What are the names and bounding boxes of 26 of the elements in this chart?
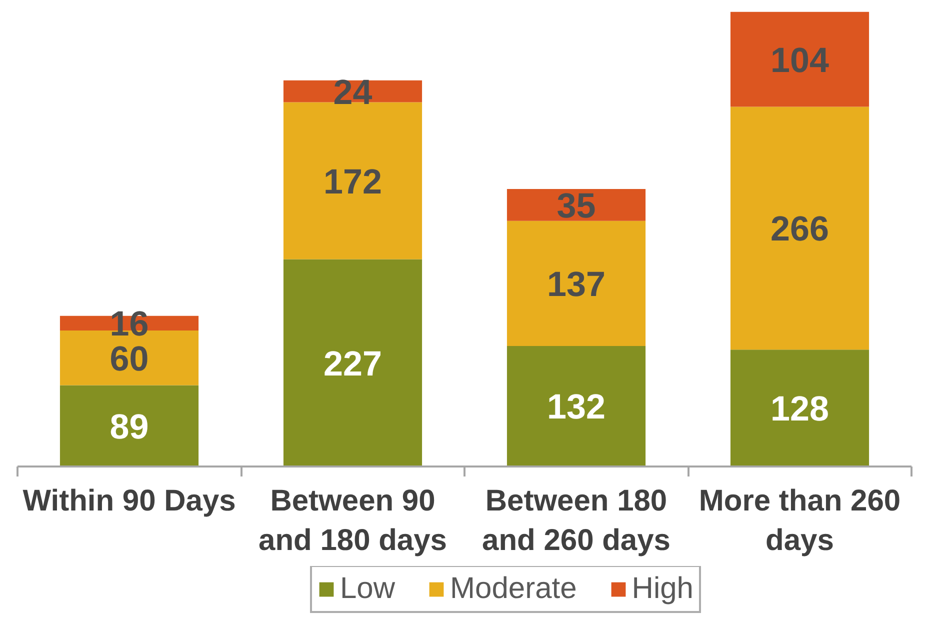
- data-label: 227: [324, 344, 382, 384]
- bar: [60, 385, 199, 466]
- data-label: 104: [770, 40, 830, 80]
- data-label: 137: [547, 264, 606, 304]
- data-label: 60: [110, 339, 149, 378]
- data-label: 128: [770, 390, 829, 429]
- bar: [283, 102, 422, 260]
- legend-label: High: [632, 572, 694, 606]
- data-label: 266: [770, 210, 829, 249]
- x-tick-label: Between 180 and 260 days: [482, 484, 670, 558]
- bar: [730, 350, 870, 466]
- data-label: 172: [324, 162, 382, 202]
- bar: [730, 106, 870, 350]
- legend-label: Low: [340, 572, 396, 606]
- bar: [283, 259, 422, 466]
- x-tick-label: Within 90 Days: [22, 484, 236, 518]
- legend-label: Moderate: [450, 572, 577, 606]
- x-tick-label: More than 260 days: [698, 484, 901, 558]
- data-label: 35: [556, 186, 596, 226]
- bar: [506, 346, 646, 466]
- bar: [730, 12, 870, 107]
- data-label: 132: [547, 388, 606, 427]
- x-tick-label: Between 90 and 180 days: [258, 484, 447, 558]
- bar: [506, 220, 646, 346]
- data-label: 89: [110, 407, 149, 446]
- data-label: 24: [333, 72, 373, 112]
